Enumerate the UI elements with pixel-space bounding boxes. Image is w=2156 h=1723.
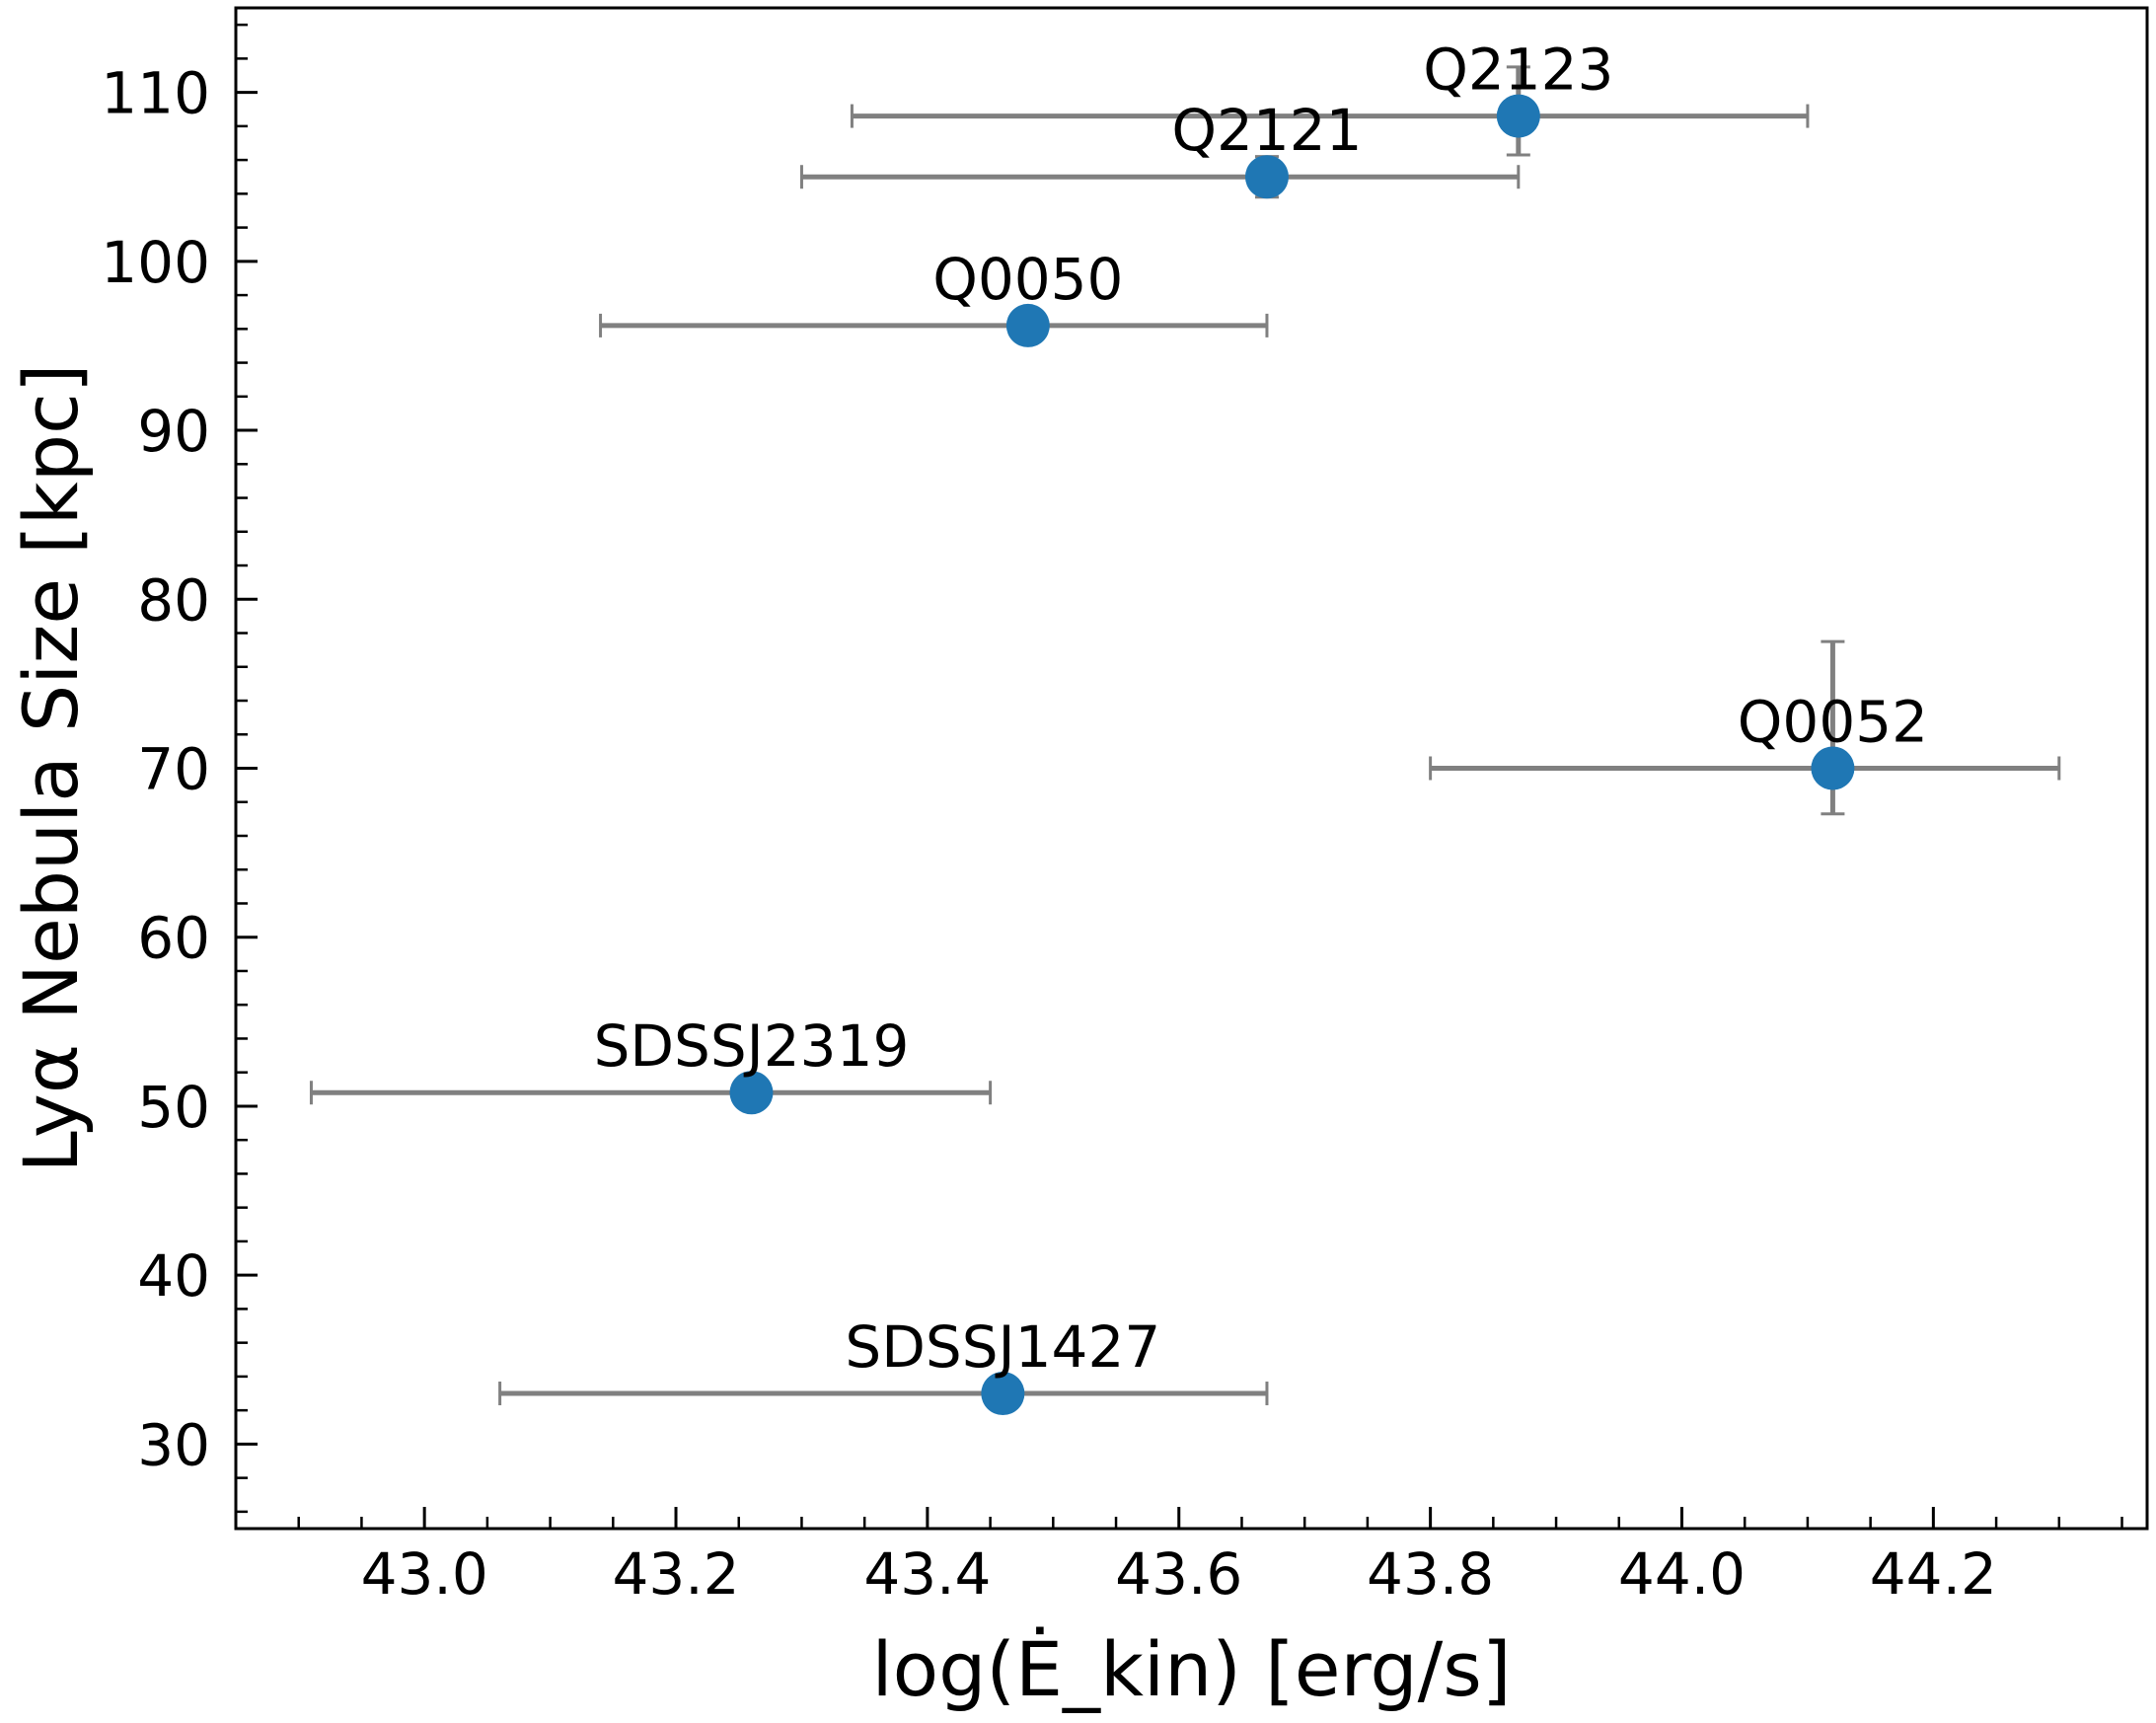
x-axis-title: log(Ė_kin) [erg/s] bbox=[871, 1625, 1511, 1713]
tick-labels: 43.0 43.2 43.4 43.6 43.8 44.0 44.2 30 40 50 60 70 80… bbox=[101, 60, 1997, 1608]
data-point-label: SDSSJ2319 bbox=[594, 1012, 910, 1080]
y-tick-label: 100 bbox=[101, 229, 210, 296]
y-tick-label: 50 bbox=[137, 1074, 210, 1141]
data-point-group: SDSSJ2319 bbox=[309, 1012, 993, 1115]
axis-ticks bbox=[234, 23, 2123, 1529]
x-tick-label: 44.0 bbox=[1618, 1540, 1746, 1608]
data-point-group: SDSSJ1427 bbox=[498, 1313, 1269, 1416]
y-tick-label: 70 bbox=[137, 736, 210, 803]
y-tick-label: 90 bbox=[137, 398, 210, 465]
data-point-group: Q2121 bbox=[799, 97, 1521, 199]
data-point-label: Q2121 bbox=[1171, 97, 1362, 164]
x-tick-label: 43.0 bbox=[361, 1540, 488, 1608]
data-point-label: Q2123 bbox=[1423, 37, 1613, 104]
y-tick-label: 60 bbox=[137, 905, 210, 972]
data-point-marker bbox=[1811, 746, 1855, 790]
data-point-marker bbox=[1496, 94, 1540, 138]
x-tick-label: 43.8 bbox=[1367, 1540, 1494, 1608]
x-tick-label: 44.2 bbox=[1870, 1540, 1997, 1608]
y-tick-label: 30 bbox=[137, 1411, 210, 1478]
x-tick-label: 43.2 bbox=[612, 1540, 739, 1608]
data-point-marker bbox=[1244, 155, 1289, 199]
data-point-label: Q0052 bbox=[1738, 689, 1928, 756]
data-point-marker bbox=[1005, 303, 1050, 347]
plot-frame bbox=[234, 6, 2149, 1531]
data-point-group: Q0052 bbox=[1429, 639, 2061, 816]
x-tick-label: 43.4 bbox=[863, 1540, 991, 1608]
x-tick-label: 43.6 bbox=[1115, 1540, 1242, 1608]
data-point-label: SDSSJ1427 bbox=[845, 1313, 1160, 1381]
y-tick-label: 40 bbox=[137, 1242, 210, 1310]
data-point-marker bbox=[729, 1071, 774, 1115]
plot-area: Q2123 Q2121 Q0050 Q0052 SDSSJ2319 SDSSJ1427 bbox=[309, 37, 2061, 1416]
data-point-group: Q2123 bbox=[850, 37, 1810, 157]
data-point-marker bbox=[981, 1372, 1025, 1416]
y-axis-title: Lyα Nebula Size [kpc] bbox=[7, 364, 95, 1173]
data-point-label: Q0050 bbox=[932, 246, 1123, 313]
data-point-group: Q0050 bbox=[599, 246, 1269, 347]
y-tick-label: 110 bbox=[101, 60, 210, 127]
y-tick-label: 80 bbox=[137, 566, 210, 634]
